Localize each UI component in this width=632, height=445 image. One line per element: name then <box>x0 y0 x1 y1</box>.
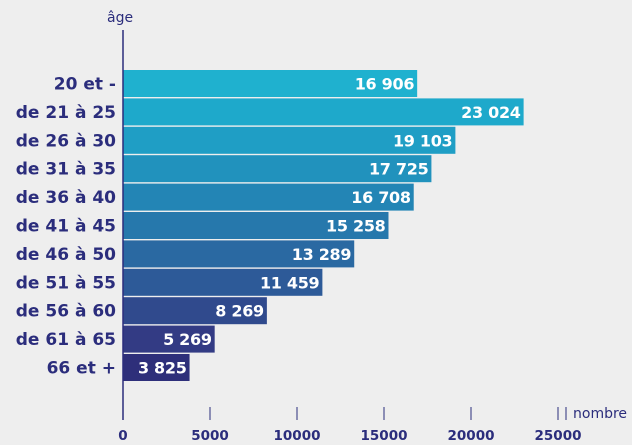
category-label: de 21 à 25 <box>16 103 116 123</box>
category-label: de 56 à 60 <box>16 302 116 322</box>
value-label: 19 103 <box>393 131 452 150</box>
category-label: de 41 à 45 <box>16 217 116 237</box>
x-tick-label: 10000 <box>274 428 321 444</box>
category-label: de 61 à 65 <box>16 330 116 350</box>
bar <box>123 183 414 211</box>
bars-group: 20 et - 16 906 de 21 à 25 23 024 de 26 à 30 1… <box>16 70 524 381</box>
value-label: 15 258 <box>326 217 386 236</box>
category-label: 66 et + <box>47 359 116 379</box>
bar <box>123 268 323 296</box>
value-label: 13 289 <box>292 245 352 264</box>
bar <box>123 325 215 353</box>
value-label: 17 725 <box>369 160 429 179</box>
bar <box>123 354 190 381</box>
category-label: de 51 à 55 <box>16 273 116 293</box>
value-label: 23 024 <box>461 103 521 122</box>
value-label: 3 825 <box>138 359 187 378</box>
x-tick-label: 5000 <box>191 428 229 444</box>
category-label: de 26 à 30 <box>16 131 116 151</box>
category-label: 20 et - <box>54 75 116 95</box>
y-axis-title: âge <box>107 10 133 26</box>
bar <box>123 70 418 97</box>
bar <box>123 98 524 126</box>
bar <box>123 297 267 325</box>
x-tick-label: 0 <box>118 428 127 444</box>
value-label: 11 459 <box>260 273 320 292</box>
bar <box>123 126 456 154</box>
category-label: de 46 à 50 <box>16 245 116 265</box>
x-tick-label: 25000 <box>535 428 582 444</box>
bar <box>123 155 432 183</box>
category-label: de 36 à 40 <box>16 188 116 208</box>
x-axis-title: nombre <box>573 406 627 422</box>
category-label: de 31 à 35 <box>16 160 116 180</box>
x-tick-label: 15000 <box>361 428 408 444</box>
bar <box>123 240 355 268</box>
value-label: 8 269 <box>215 302 264 321</box>
value-label: 5 269 <box>163 330 212 349</box>
x-axis-ticks: 0 5000 10000 15000 20000 25000 <box>118 407 581 444</box>
bar <box>123 212 389 239</box>
x-tick-label: 20000 <box>448 428 495 444</box>
value-label: 16 906 <box>355 75 415 94</box>
value-label: 16 708 <box>351 188 411 207</box>
